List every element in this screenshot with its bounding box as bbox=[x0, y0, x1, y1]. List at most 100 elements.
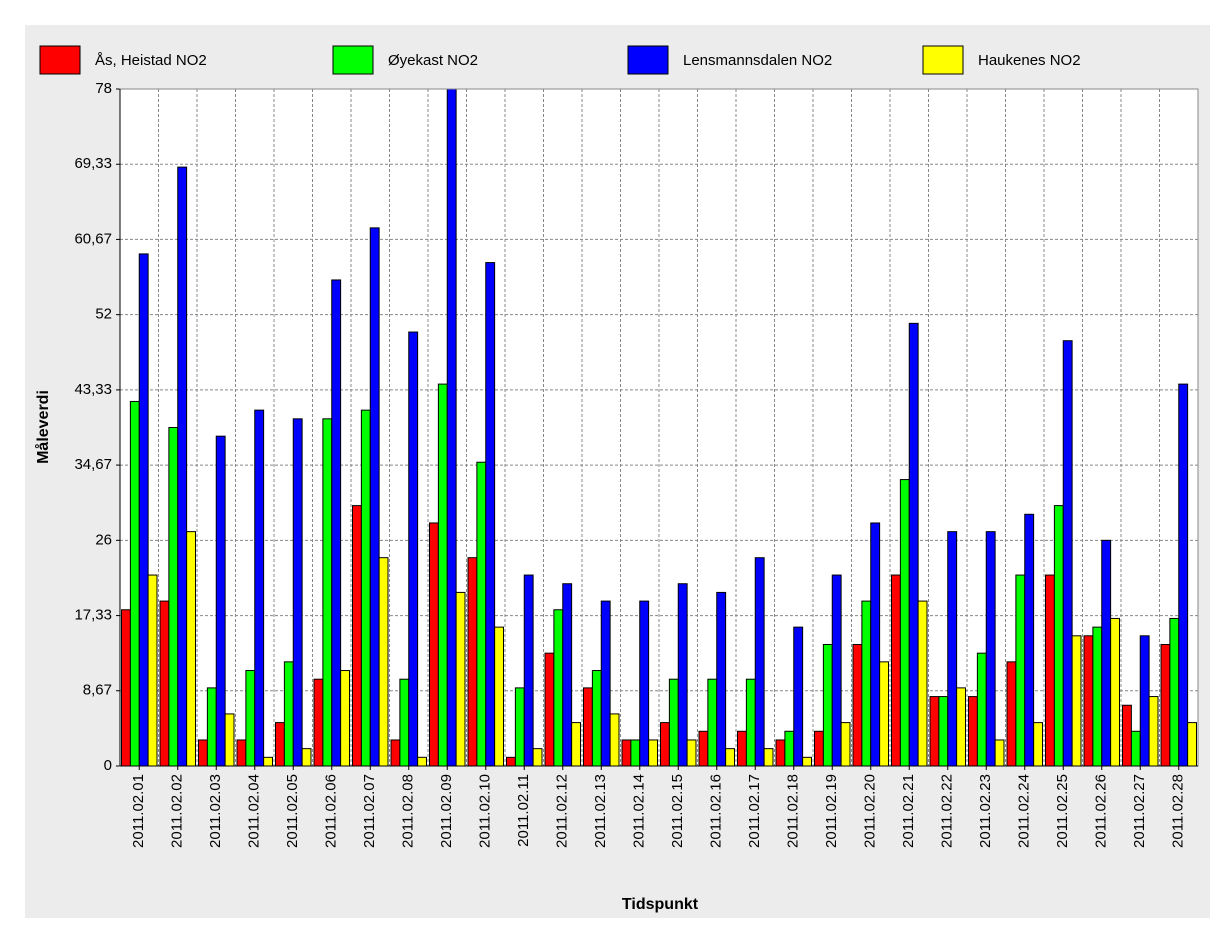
bar bbox=[1160, 643, 1171, 767]
bar bbox=[754, 557, 765, 767]
y-tick-label: 69,33 bbox=[74, 155, 112, 172]
bar bbox=[292, 418, 303, 767]
bar bbox=[553, 609, 564, 767]
bar bbox=[737, 730, 747, 767]
bar bbox=[467, 557, 478, 767]
bar bbox=[369, 227, 380, 767]
bar bbox=[206, 687, 217, 767]
bar bbox=[831, 574, 842, 767]
bar bbox=[378, 557, 389, 767]
y-tick-label: 26 bbox=[95, 531, 112, 548]
bar bbox=[899, 479, 910, 767]
bar bbox=[822, 643, 833, 767]
bar bbox=[840, 722, 851, 767]
bar bbox=[793, 626, 804, 767]
bar bbox=[275, 722, 285, 767]
x-tick-label: 2011.02.24 bbox=[1016, 774, 1033, 848]
y-tick-label: 34,67 bbox=[74, 456, 112, 473]
bar bbox=[639, 600, 650, 767]
bar bbox=[514, 687, 525, 767]
bar bbox=[852, 643, 863, 767]
legend-swatch bbox=[627, 45, 669, 75]
bar bbox=[621, 739, 632, 767]
bar bbox=[322, 418, 333, 767]
y-tick-label: 60,67 bbox=[74, 230, 112, 247]
bar bbox=[725, 748, 735, 767]
bar bbox=[571, 722, 581, 767]
bar bbox=[994, 739, 1005, 767]
bar bbox=[1148, 696, 1159, 767]
x-tick-label: 2011.02.05 bbox=[284, 774, 301, 848]
x-tick-label: 2011.02.09 bbox=[438, 774, 455, 848]
bar bbox=[523, 574, 534, 767]
bar bbox=[159, 600, 170, 767]
bar bbox=[1139, 635, 1150, 767]
bar bbox=[763, 748, 774, 767]
x-tick-label: 2011.02.19 bbox=[823, 774, 840, 848]
legend-label: Haukenes NO2 bbox=[978, 52, 1081, 69]
bar bbox=[947, 531, 958, 767]
bar bbox=[562, 583, 573, 767]
bar bbox=[417, 756, 427, 767]
x-tick-label: 2011.02.20 bbox=[862, 774, 879, 848]
y-axis-label: Måleverdi bbox=[34, 390, 52, 464]
x-tick-label: 2011.02.10 bbox=[477, 774, 494, 848]
bar bbox=[437, 383, 448, 767]
bar bbox=[861, 600, 872, 767]
bar bbox=[600, 600, 611, 767]
bar bbox=[1178, 383, 1189, 767]
bar bbox=[583, 687, 593, 767]
y-tick-label: 8,67 bbox=[83, 682, 112, 699]
bar bbox=[186, 531, 196, 767]
y-tick-label: 78 bbox=[95, 80, 112, 97]
x-tick-label: 2011.02.13 bbox=[592, 774, 609, 848]
bar bbox=[929, 696, 940, 767]
bar bbox=[1062, 340, 1073, 767]
bar bbox=[908, 322, 919, 767]
bar bbox=[1169, 617, 1180, 767]
bar bbox=[544, 652, 555, 767]
bar bbox=[1083, 635, 1094, 767]
bar bbox=[1092, 626, 1103, 767]
bar bbox=[802, 756, 812, 767]
bar bbox=[1015, 574, 1026, 767]
bar bbox=[891, 574, 901, 767]
x-tick-label: 2011.02.14 bbox=[631, 774, 648, 848]
bar bbox=[245, 670, 256, 767]
bar bbox=[609, 713, 620, 767]
bar bbox=[668, 678, 679, 767]
x-tick-label: 2011.02.27 bbox=[1131, 774, 1148, 848]
bar bbox=[360, 409, 371, 767]
bar bbox=[215, 435, 226, 767]
legend-label: Øyekast NO2 bbox=[388, 52, 478, 69]
y-tick-label: 43,33 bbox=[74, 381, 112, 398]
bar bbox=[630, 739, 641, 767]
x-tick-label: 2011.02.12 bbox=[554, 774, 571, 848]
bar bbox=[168, 427, 179, 767]
bar bbox=[198, 739, 208, 767]
bar bbox=[532, 748, 543, 767]
x-tick-label: 2011.02.17 bbox=[746, 774, 763, 848]
legend-swatch bbox=[39, 45, 81, 75]
bar bbox=[263, 756, 273, 767]
bar bbox=[390, 739, 401, 767]
bar bbox=[591, 670, 602, 767]
bar bbox=[429, 522, 439, 767]
bar bbox=[917, 600, 928, 767]
bar bbox=[283, 661, 294, 767]
legend-swatch bbox=[332, 45, 374, 75]
bar bbox=[138, 253, 149, 767]
bar bbox=[784, 730, 795, 767]
bar bbox=[677, 583, 688, 767]
bar bbox=[956, 687, 966, 767]
bar bbox=[745, 678, 756, 767]
y-tick-label: 17,33 bbox=[74, 607, 112, 624]
bar bbox=[1024, 513, 1035, 767]
bar bbox=[129, 400, 140, 767]
legend-swatch bbox=[922, 45, 964, 75]
bar bbox=[976, 652, 987, 767]
x-tick-label: 2011.02.03 bbox=[207, 774, 224, 848]
bar bbox=[340, 670, 350, 767]
bar bbox=[236, 739, 247, 767]
